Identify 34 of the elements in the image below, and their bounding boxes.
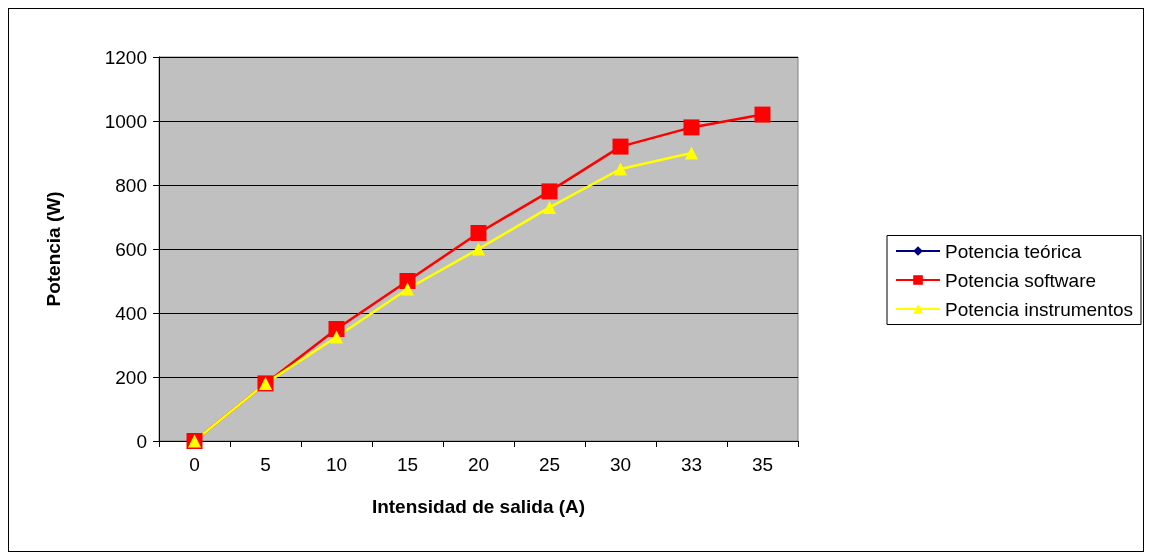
y-tick-label: 200 [115, 366, 147, 388]
point [612, 138, 629, 155]
point [470, 225, 487, 241]
x-tick-label: 25 [538, 454, 561, 475]
x-tick-label: 30 [609, 454, 632, 475]
y-tick-label: 600 [115, 238, 147, 260]
point [685, 146, 698, 160]
point [330, 330, 343, 344]
x-tick-label: 0 [189, 454, 200, 475]
y-tick-label: 0 [136, 430, 147, 452]
x-tick-label: 5 [260, 454, 271, 475]
y-tick-label: 800 [115, 174, 147, 196]
x-tick-label: 35 [751, 454, 774, 475]
point [401, 282, 414, 296]
y-axis-title: Potencia (W) [43, 191, 64, 307]
x-tick-label: 10 [325, 454, 348, 475]
legend-label: Potencia software [945, 269, 1097, 291]
point [614, 162, 627, 176]
y-tick-label: 1200 [104, 46, 147, 68]
point [472, 242, 485, 256]
x-tick-label: 20 [467, 454, 490, 475]
y-tick-label: 400 [115, 302, 147, 324]
point [328, 321, 345, 337]
x-tick-label: 33 [680, 454, 703, 475]
x-axis-title: Intensidad de salida (A) [371, 496, 586, 517]
point [683, 119, 700, 136]
point [754, 106, 771, 123]
legend-label: Potencia instrumentos [945, 298, 1134, 320]
x-tick-label: 15 [396, 454, 419, 475]
point [399, 273, 416, 289]
y-tick-label: 1000 [104, 110, 147, 132]
point [543, 200, 556, 214]
legend-label: Potencia teórica [945, 240, 1082, 262]
point [541, 183, 558, 200]
